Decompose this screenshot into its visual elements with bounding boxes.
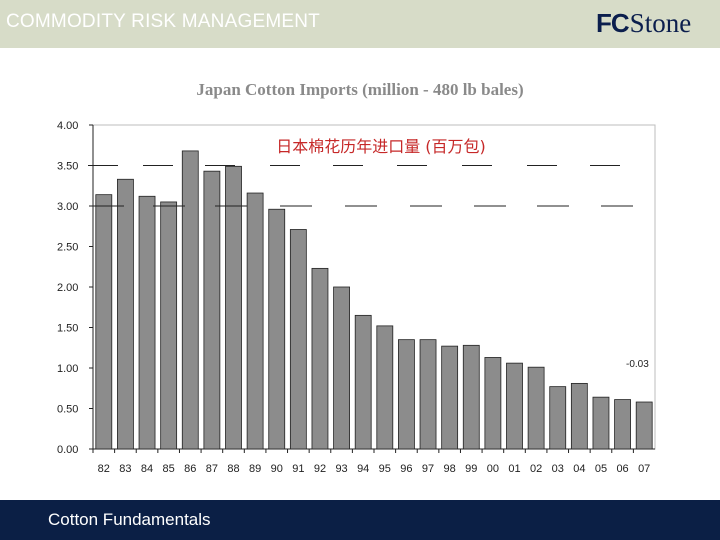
x-tick-label: 97 [422,463,434,475]
bar [354,314,372,450]
x-tick-label: 86 [184,463,196,475]
x-tick-label: 82 [98,463,110,475]
x-tick-label: 92 [314,463,326,475]
y-tick-label: 0.00 [57,444,78,456]
bar [311,267,329,450]
chart-title: Japan Cotton Imports (million - 480 lb b… [196,80,524,99]
bar [614,399,631,450]
x-tick-label: 93 [335,463,347,475]
bar [549,386,567,450]
x-tick-label: 01 [508,463,520,475]
y-tick-label: 1.50 [57,323,78,335]
bar [181,150,199,450]
bar [225,165,242,450]
bar [138,195,156,450]
x-tick-label: 85 [163,463,175,475]
y-tick-label: 1.00 [57,363,78,375]
bar [635,401,653,450]
bar [246,192,264,450]
x-tick-label: 83 [119,463,131,475]
bar [95,194,113,450]
x-tick-label: 98 [444,463,456,475]
logo-fc: FC [596,7,630,38]
x-tick-label: 05 [595,463,607,475]
annotation-label: -0.03 [626,359,649,370]
bar [117,178,134,450]
x-tick-label: 99 [465,463,477,475]
bar-chart: 0.00 0.50 1.00 1.50 2.00 2.50 3.00 3.50 4.00 82 83… [57,120,656,475]
x-tick-label: 06 [616,463,628,475]
bar [484,357,502,450]
bar [268,208,286,450]
bar [376,325,394,450]
logo-stone: Stone [629,7,692,38]
bar [506,362,523,450]
x-tick-label: 90 [271,463,283,475]
bar [398,339,415,450]
x-tick-label: 03 [552,463,564,475]
bar [441,345,459,450]
x-tick-label: 95 [379,463,391,475]
y-tick-label: 4.00 [57,120,78,132]
x-tick-label: 07 [638,463,650,475]
x-tick-label: 96 [400,463,412,475]
bar [592,396,610,450]
x-tick-label: 94 [357,463,369,475]
y-tick-label: 3.50 [57,161,78,173]
bar [527,366,545,450]
x-tick-label: 87 [206,463,218,475]
bar [462,344,480,450]
plot-frame [92,124,656,450]
y-tick-label: 0.50 [57,404,78,416]
bar [289,229,307,450]
footer-text: Cotton Fundamentals [48,510,211,529]
bar [419,339,437,450]
y-tick-label: 2.00 [57,282,78,294]
bar [160,201,178,450]
bar [570,382,588,450]
fcstone-logo: FC Stone [596,6,691,40]
x-tick-label: 88 [227,463,239,475]
x-tick-label: 89 [249,463,261,475]
y-tick-label: 2.50 [57,242,78,254]
top-banner: COMMODITY RISK MANAGEMENT FC Stone [0,0,720,48]
banner-title: COMMODITY RISK MANAGEMENT [6,11,320,32]
bar [333,286,350,450]
chart-subtitle: 日本棉花历年进口量 (百万包) [276,137,486,156]
bar [203,170,221,450]
x-tick-label: 04 [573,463,585,475]
x-tick-label: 84 [141,463,153,475]
x-tick-label: 00 [487,463,499,475]
bottom-banner: Cotton Fundamentals [0,500,720,540]
x-tick-label: 02 [530,463,542,475]
y-tick-label: 3.00 [57,201,78,213]
x-tick-label: 91 [292,463,304,475]
